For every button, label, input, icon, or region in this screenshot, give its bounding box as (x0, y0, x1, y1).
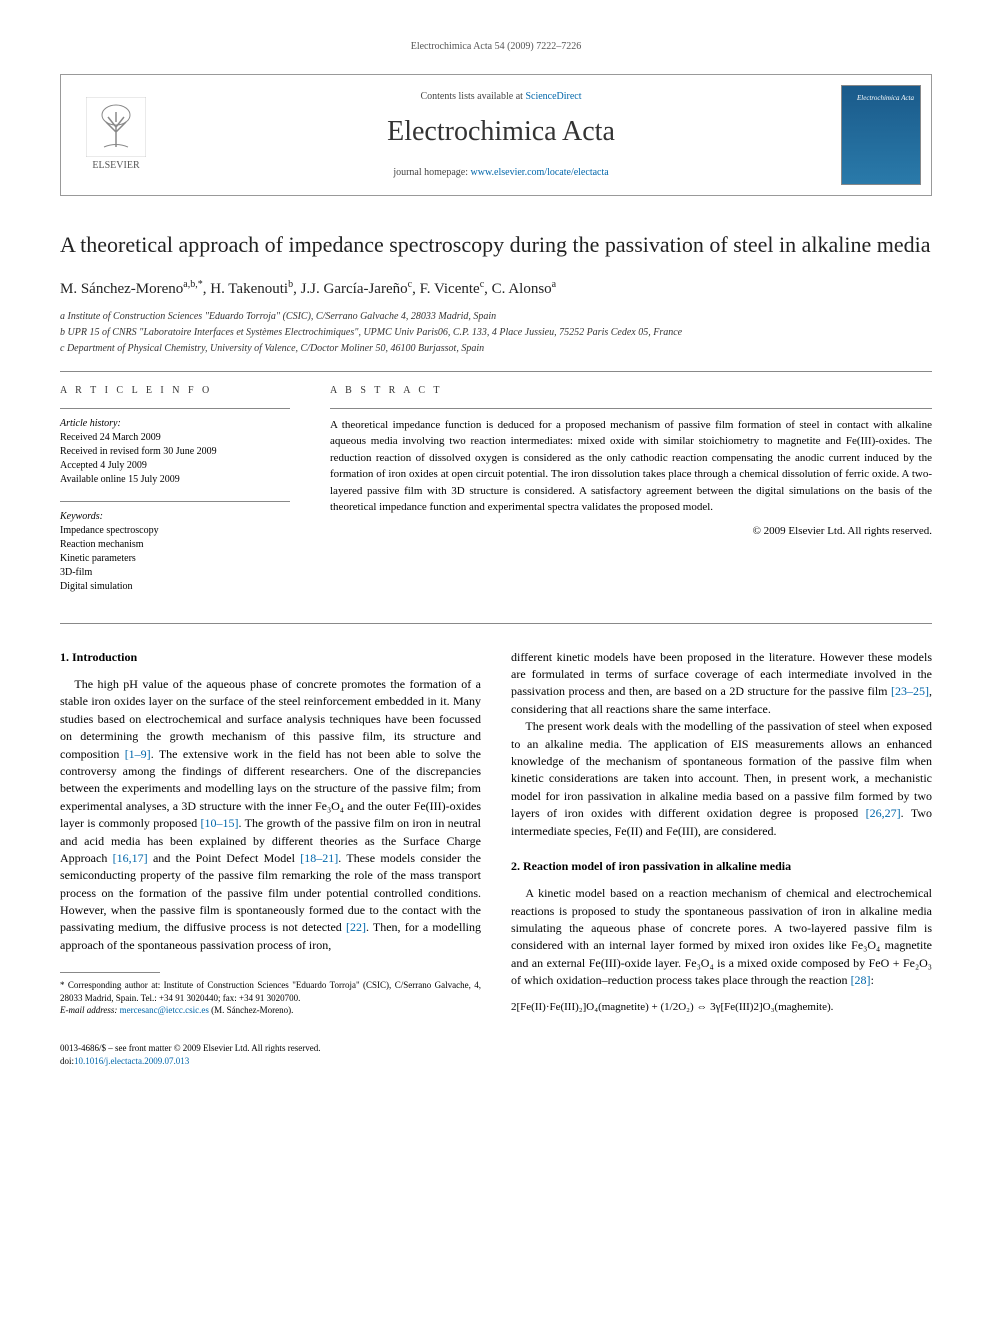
reference-link[interactable]: [23–25] (891, 684, 929, 698)
model-paragraph-1: A kinetic model based on a reaction mech… (511, 885, 932, 989)
left-column: 1. Introduction The high pH value of the… (60, 649, 481, 1017)
intro-paragraph-3: The present work deals with the modellin… (511, 718, 932, 840)
affiliation-a: a Institute of Construction Sciences "Ed… (60, 310, 932, 324)
abstract-column: A B S T R A C T A theoretical impedance … (330, 384, 932, 608)
history-revised: Received in revised form 30 June 2009 (60, 445, 290, 459)
keyword: Reaction mechanism (60, 538, 290, 552)
email-author: (M. Sánchez-Moreno). (209, 1005, 293, 1015)
reference-link[interactable]: [16,17] (113, 851, 148, 865)
info-divider (60, 408, 290, 409)
affiliation-b: b UPR 15 of CNRS "Laboratoire Interfaces… (60, 326, 932, 340)
article-info-heading: A R T I C L E I N F O (60, 384, 290, 398)
homepage-prefix: journal homepage: (393, 167, 470, 178)
journal-homepage: journal homepage: www.elsevier.com/locat… (161, 166, 841, 180)
cover-title: Electrochimica Acta (857, 94, 914, 104)
journal-title: Electrochimica Acta (161, 112, 841, 151)
elsevier-tree-logo (86, 97, 146, 157)
intro-paragraph-2: different kinetic models have been propo… (511, 649, 932, 719)
article-history-block: Article history: Received 24 March 2009 … (60, 417, 290, 487)
journal-cover-thumbnail: Electrochimica Acta (841, 85, 921, 185)
article-info-column: A R T I C L E I N F O Article history: R… (60, 384, 290, 608)
section-divider (60, 371, 932, 372)
reference-link[interactable]: [1–9] (125, 747, 151, 761)
homepage-url[interactable]: www.elsevier.com/locate/electacta (471, 167, 609, 178)
doi-label: doi: (60, 1056, 74, 1066)
contents-available-text: Contents lists available at ScienceDirec… (161, 90, 841, 104)
affiliations: a Institute of Construction Sciences "Ed… (60, 310, 932, 356)
doi-link[interactable]: 10.1016/j.electacta.2009.07.013 (74, 1056, 189, 1066)
email-label: E-mail address: (60, 1005, 120, 1015)
right-column: different kinetic models have been propo… (511, 649, 932, 1017)
footnote-rule (60, 972, 160, 973)
email-link[interactable]: mercesanc@ietcc.csic.es (120, 1005, 209, 1015)
abstract-text: A theoretical impedance function is dedu… (330, 417, 932, 516)
keyword: Digital simulation (60, 580, 290, 594)
history-received: Received 24 March 2009 (60, 431, 290, 445)
keywords-label: Keywords: (60, 510, 290, 524)
reference-link[interactable]: [22] (346, 920, 366, 934)
email-footnote: E-mail address: mercesanc@ietcc.csic.es … (60, 1004, 481, 1017)
reference-link[interactable]: [10–15] (201, 816, 239, 830)
reference-link[interactable]: [28] (851, 973, 871, 987)
contents-prefix: Contents lists available at (420, 91, 525, 102)
doi-line: doi:10.1016/j.electacta.2009.07.013 (60, 1055, 932, 1068)
page-footer: 0013-4686/$ – see front matter © 2009 El… (60, 1042, 932, 1067)
section-divider-2 (60, 623, 932, 624)
reference-link[interactable]: [26,27] (866, 806, 901, 820)
reference-link[interactable]: [18–21] (300, 851, 338, 865)
running-header: Electrochimica Acta 54 (2009) 7222–7226 (60, 40, 932, 54)
sciencedirect-link[interactable]: ScienceDirect (525, 91, 581, 102)
abstract-heading: A B S T R A C T (330, 384, 932, 398)
body-two-column: 1. Introduction The high pH value of the… (60, 649, 932, 1017)
history-label: Article history: (60, 417, 290, 431)
keyword: 3D-film (60, 566, 290, 580)
info-abstract-row: A R T I C L E I N F O Article history: R… (60, 384, 932, 608)
introduction-heading: 1. Introduction (60, 649, 481, 666)
author-list: M. Sánchez-Morenoa,b,*, H. Takenoutib, J… (60, 278, 932, 300)
publisher-block: ELSEVIER (71, 97, 161, 173)
reaction-equation: 2[Fe(II)·Fe(III)₂]O₄(magnetite) + (1/2O₂… (511, 1000, 932, 1016)
history-online: Available online 15 July 2009 (60, 473, 290, 487)
masthead-center: Contents lists available at ScienceDirec… (161, 90, 841, 179)
keyword: Kinetic parameters (60, 552, 290, 566)
intro-paragraph-1: The high pH value of the aqueous phase o… (60, 676, 481, 954)
keywords-block: Keywords: Impedance spectroscopy Reactio… (60, 510, 290, 594)
publisher-name: ELSEVIER (92, 159, 139, 173)
issn-copyright: 0013-4686/$ – see front matter © 2009 El… (60, 1042, 932, 1055)
keyword: Impedance spectroscopy (60, 524, 290, 538)
article-title: A theoretical approach of impedance spec… (60, 231, 932, 260)
reaction-model-heading: 2. Reaction model of iron passivation in… (511, 858, 932, 875)
abstract-divider (330, 408, 932, 409)
abstract-copyright: © 2009 Elsevier Ltd. All rights reserved… (330, 524, 932, 539)
affiliation-c: c Department of Physical Chemistry, Univ… (60, 342, 932, 356)
history-accepted: Accepted 4 July 2009 (60, 459, 290, 473)
info-divider-2 (60, 501, 290, 502)
corresponding-author-footnote: * Corresponding author at: Institute of … (60, 979, 481, 1004)
journal-masthead: ELSEVIER Contents lists available at Sci… (60, 74, 932, 196)
